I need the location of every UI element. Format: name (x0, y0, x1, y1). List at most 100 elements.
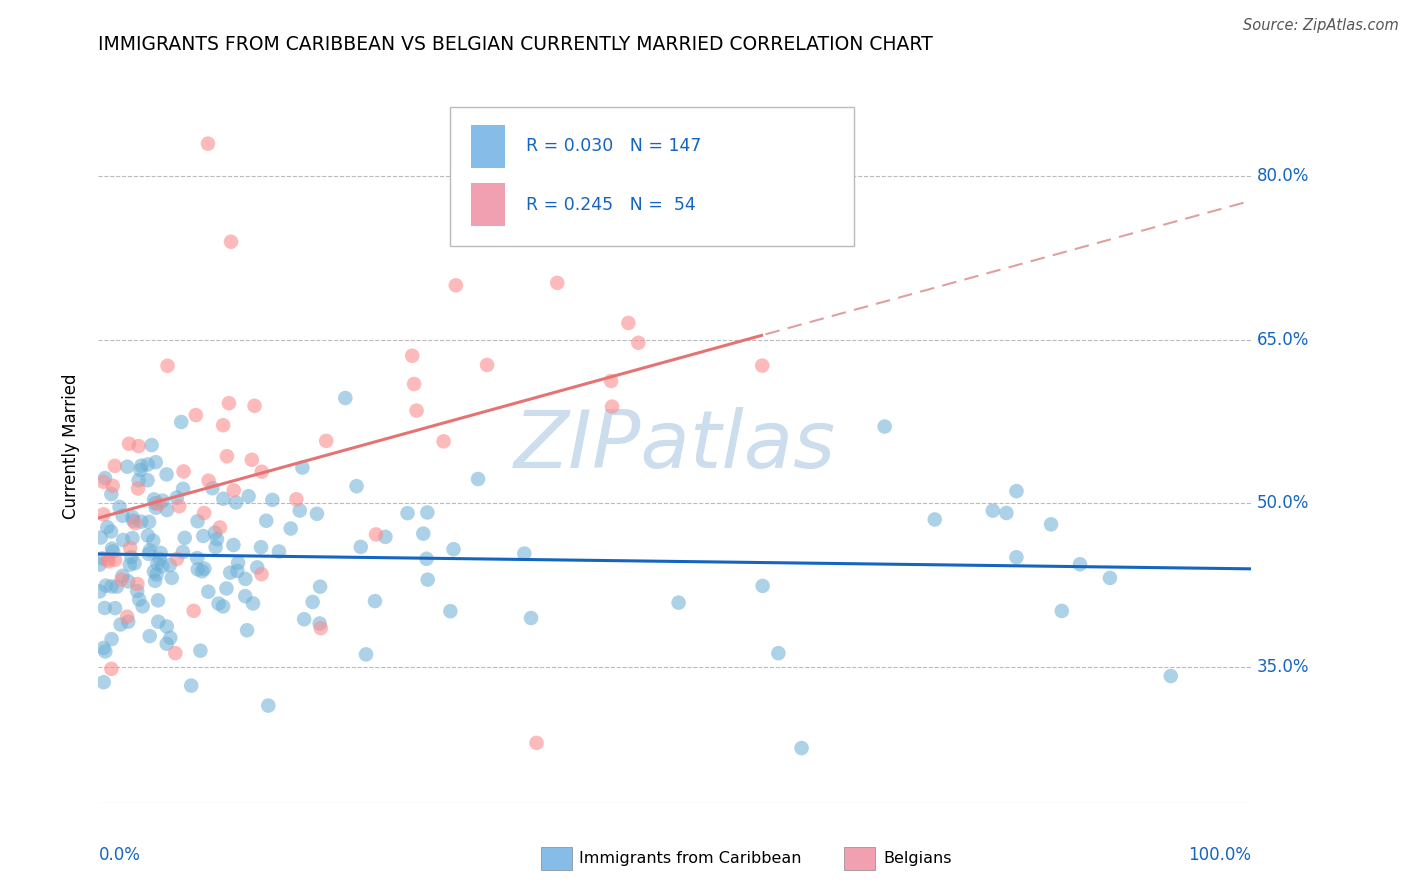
Point (131, 458, 153, 473)
Point (155, 467, 177, 482)
Point (235, 572, 257, 586)
Point (526, 736, 548, 750)
Text: 80.0%: 80.0% (1257, 168, 1309, 186)
Point (89, 558, 111, 572)
Point (285, 492, 308, 507)
Point (257, 698, 280, 713)
Point (1040, 517, 1063, 532)
Point (167, 499, 190, 513)
Text: R = 0.245   N =  54: R = 0.245 N = 54 (526, 196, 696, 214)
Point (924, 512, 946, 526)
Point (475, 358, 498, 372)
Point (101, 541, 124, 556)
Point (292, 612, 315, 626)
Point (305, 507, 328, 521)
Point (346, 479, 368, 493)
Text: 65.0%: 65.0% (1257, 331, 1309, 349)
Point (143, 496, 166, 510)
Point (416, 573, 439, 587)
Point (350, 540, 373, 554)
Point (191, 564, 214, 578)
Point (412, 526, 434, 541)
Point (197, 584, 219, 599)
Point (193, 561, 215, 575)
Point (364, 594, 387, 608)
Point (250, 465, 273, 479)
Point (364, 527, 387, 541)
Point (416, 506, 439, 520)
Point (101, 479, 124, 493)
Point (238, 489, 260, 503)
Point (215, 582, 238, 596)
Point (97, 554, 120, 568)
Point (262, 492, 284, 507)
Point (309, 621, 332, 635)
Point (90, 531, 112, 545)
Point (127, 482, 149, 496)
Point (129, 463, 152, 477)
Point (172, 545, 194, 559)
Point (1098, 571, 1121, 585)
Point (152, 493, 174, 508)
Point (159, 631, 181, 645)
Point (236, 624, 259, 638)
Point (201, 481, 224, 495)
Text: IMMIGRANTS FROM CARIBBEAN VS BELGIAN CURRENTLY MARRIED CORRELATION CHART: IMMIGRANTS FROM CARIBBEAN VS BELGIAN CUR… (98, 35, 934, 54)
Point (145, 567, 167, 582)
Text: 0.0%: 0.0% (98, 846, 141, 863)
Point (288, 503, 311, 517)
Point (156, 503, 179, 517)
Point (91, 551, 114, 566)
Point (146, 557, 169, 571)
Point (246, 560, 269, 574)
Point (280, 522, 302, 536)
Text: 100.0%: 100.0% (1188, 846, 1251, 863)
Point (212, 491, 235, 506)
Point (127, 577, 149, 591)
Point (254, 514, 277, 528)
Point (117, 574, 139, 589)
Point (96, 520, 118, 534)
Text: 35.0%: 35.0% (1257, 657, 1309, 675)
Point (250, 540, 273, 554)
Point (617, 316, 640, 330)
Point (184, 408, 207, 422)
Point (115, 609, 138, 624)
Point (1005, 484, 1028, 499)
Point (110, 573, 132, 587)
Point (396, 506, 419, 520)
Point (143, 574, 166, 588)
Point (100, 487, 122, 501)
Point (222, 483, 245, 498)
Point (204, 525, 226, 540)
Bar (450, 107, 853, 246)
Point (94, 579, 117, 593)
Point (117, 459, 139, 474)
Point (127, 584, 149, 599)
Point (136, 458, 159, 472)
Point (250, 567, 273, 582)
Point (104, 553, 127, 567)
Text: Source: ZipAtlas.com: Source: ZipAtlas.com (1243, 18, 1399, 33)
Point (160, 571, 183, 585)
Point (104, 601, 127, 615)
Point (110, 617, 132, 632)
Point (222, 538, 245, 552)
Point (93, 675, 115, 690)
Point (148, 615, 170, 629)
Point (218, 396, 240, 410)
Text: ZIPatlas: ZIPatlas (513, 407, 837, 485)
Point (121, 531, 143, 545)
Point (226, 556, 249, 570)
Point (190, 643, 212, 657)
Point (546, 276, 568, 290)
Point (93, 475, 115, 489)
Point (156, 359, 179, 373)
Point (215, 449, 238, 463)
Point (136, 473, 159, 487)
Point (100, 632, 122, 646)
Point (94, 644, 117, 658)
Point (415, 551, 437, 566)
Point (1160, 669, 1182, 683)
Point (104, 458, 127, 473)
